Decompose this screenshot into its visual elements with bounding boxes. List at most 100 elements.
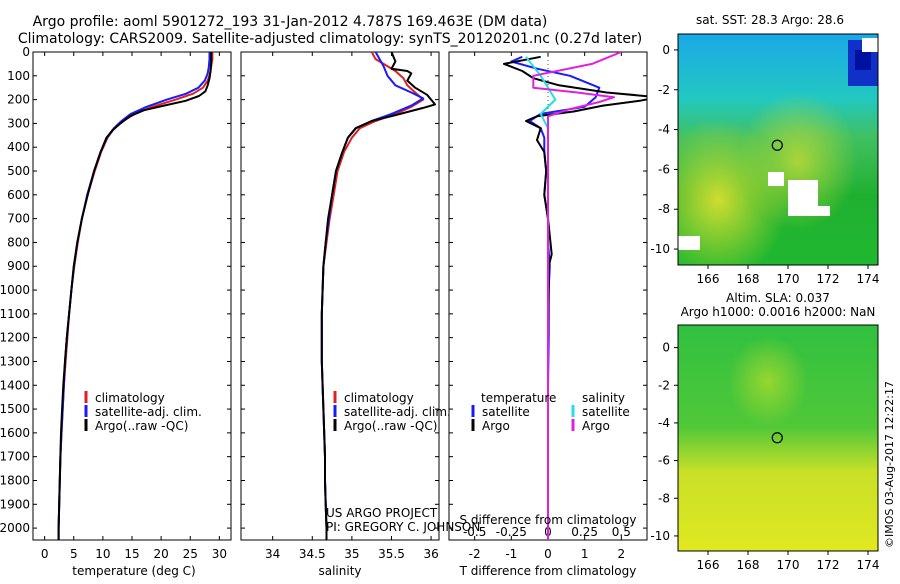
depth-tick-label: 1500: [0, 402, 30, 416]
x-tick-label: 0: [41, 547, 49, 561]
s-tick-label: 0.25: [571, 525, 598, 539]
depth-tick-label: 800: [7, 235, 30, 249]
depth-tick-label: 1300: [0, 354, 30, 368]
legend-title-temperature: temperature: [481, 391, 556, 405]
legend-label-s-argo: Argo: [582, 419, 610, 433]
salinity-series: [320, 52, 436, 540]
map-y-tick-label: -10: [650, 529, 670, 543]
legend-label-satellite: satellite-adj. clim.: [344, 405, 451, 419]
depth-tick-label: 500: [7, 164, 30, 178]
sst-map-frame: [677, 33, 879, 266]
salinity-panel: [240, 51, 440, 541]
sla-argo-location-marker: [771, 432, 783, 444]
depth-tick-label: 1200: [0, 331, 30, 345]
x-tick-label: 1: [581, 547, 589, 561]
x-tick-label: 35.5: [378, 547, 405, 561]
x-tick-label: -1: [505, 547, 517, 561]
argo-position-circle: [771, 139, 783, 151]
sla-map-axes: 166 168 170 172 174 0 -2 -4 -6 -8 -10: [650, 341, 879, 572]
temperature-panel: [32, 51, 232, 541]
x-tick-label: 10: [95, 547, 110, 561]
x-tick-label: 25: [183, 547, 198, 561]
temperature-series: [57, 52, 214, 540]
sst-argo-location-marker: [771, 139, 783, 151]
depth-tick-label: 2000: [0, 521, 30, 535]
legend-label-argo: Argo(..raw -QC): [344, 419, 437, 433]
legend-label-climatology: climatology: [95, 391, 165, 405]
series-s-argo: [532, 52, 622, 540]
map-y-tick-label: -10: [650, 242, 670, 256]
x-tick-label: 2: [618, 547, 626, 561]
project-label: US ARGO PROJECT: [326, 506, 438, 520]
sst-missing-data: [816, 206, 830, 216]
map-y-tick-label: -2: [658, 378, 670, 392]
sla-map-frame: [677, 324, 879, 552]
depth-tick-label: 0: [22, 45, 30, 59]
depth-tick-label: 400: [7, 140, 30, 154]
series-argo: [320, 52, 436, 540]
s-tick-label: -0.5: [463, 525, 486, 539]
salinity-legend: climatology satellite-adj. clim. Argo(..…: [333, 391, 451, 433]
s-tick-label: -0.25: [496, 525, 527, 539]
map-y-tick-label: -2: [658, 83, 670, 97]
difference-series: [503, 52, 647, 540]
imos-watermark: ©IMOS 03-Aug-2017 12:22:17: [883, 381, 896, 548]
legend-label-satellite: satellite-adj. clim.: [95, 405, 202, 419]
depth-tick-label: 1400: [0, 378, 30, 392]
t-difference-xlabel: T difference from climatology: [459, 564, 637, 578]
legend-title-salinity: salinity: [582, 391, 625, 405]
legend-label-t-argo: Argo: [482, 419, 510, 433]
map-y-tick-label: -8: [658, 202, 670, 216]
map-x-tick-label: 174: [857, 558, 880, 572]
series-argo: [57, 52, 213, 540]
map-x-tick-label: 172: [817, 272, 840, 286]
sst-missing-data: [768, 172, 784, 186]
depth-tick-label: 700: [7, 212, 30, 226]
sst-map-title: sat. SST: 28.3 Argo: 28.6: [696, 13, 844, 27]
legend-label-t-satellite: satellite: [482, 405, 530, 419]
map-x-tick-label: 170: [777, 558, 800, 572]
depth-tick-label: 1100: [0, 307, 30, 321]
sst-missing-data: [862, 38, 878, 52]
map-y-tick-label: -6: [658, 454, 670, 468]
map-x-tick-label: 166: [697, 272, 720, 286]
pi-label: PI: GREGORY C. JOHNSON: [326, 520, 480, 534]
temperature-x-axis: 0 5 10 15 20 25 30: [41, 52, 227, 561]
temperature-legend: climatology satellite-adj. clim. Argo(..…: [84, 391, 202, 433]
argo-position-circle: [771, 432, 783, 444]
depth-tick-label: 100: [7, 69, 30, 83]
s-tick-label: 0.5: [612, 525, 631, 539]
map-y-tick-label: -4: [658, 123, 670, 137]
x-tick-label: 15: [124, 547, 139, 561]
sla-map: [677, 324, 879, 552]
map-x-tick-label: 172: [817, 558, 840, 572]
depth-tick-label: 900: [7, 259, 30, 273]
x-tick-label: 35: [344, 547, 359, 561]
title-line-1: Argo profile: aoml 5901272_193 31-Jan-20…: [33, 14, 548, 30]
x-tick-label: 30: [212, 547, 227, 561]
x-tick-label: 0: [544, 547, 552, 561]
sst-map-axes: 166 168 170 172 174 0 -2 -4 -6 -8 -10: [650, 43, 879, 286]
sla-high-patch: [678, 325, 878, 551]
depth-tick-label: 1000: [0, 283, 30, 297]
x-tick-label: 5: [70, 547, 78, 561]
map-y-tick-label: 0: [662, 341, 670, 355]
map-y-tick-label: -4: [658, 416, 670, 430]
map-x-tick-label: 168: [737, 558, 760, 572]
salinity-xlabel: salinity: [318, 564, 361, 578]
depth-tick-label: 1800: [0, 473, 30, 487]
x-tick-label: 34: [265, 547, 280, 561]
x-tick-label: 36: [423, 547, 438, 561]
sst-missing-data: [678, 236, 700, 250]
depth-tick-label: 300: [7, 116, 30, 130]
sla-map-title-2: Argo h1000: 0.0016 h2000: NaN: [681, 305, 876, 319]
legend-label-s-satellite: satellite: [582, 405, 630, 419]
map-x-tick-label: 168: [737, 272, 760, 286]
map-x-tick-label: 166: [697, 558, 720, 572]
x-tick-label: 34.5: [299, 547, 326, 561]
temperature-xlabel: temperature (deg C): [72, 564, 195, 578]
map-x-tick-label: 174: [857, 272, 880, 286]
legend-label-climatology: climatology: [344, 391, 414, 405]
map-y-tick-label: 0: [662, 43, 670, 57]
